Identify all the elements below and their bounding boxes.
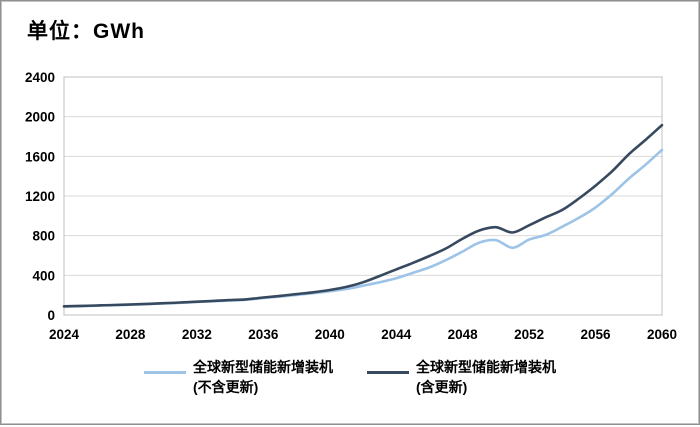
- x-tick-label: 2048: [448, 327, 479, 342]
- chart-legend: 全球新型储能新增装机 (不含更新) 全球新型储能新增装机 (含更新): [2, 357, 698, 397]
- y-tick-label: 400: [32, 268, 55, 283]
- plot-border: [63, 76, 663, 316]
- y-tick-label: 0: [47, 308, 55, 323]
- y-tick-label: 2000: [25, 110, 55, 125]
- y-tick-label: 1200: [25, 189, 55, 204]
- unit-title: 单位：GWh: [27, 20, 145, 43]
- x-tick-label: 2060: [647, 327, 677, 342]
- x-tick-label: 2036: [248, 327, 279, 342]
- legend-label-line2: (含更新): [416, 379, 468, 395]
- legend-label-line2: (不含更新): [193, 379, 259, 395]
- y-tick-label: 800: [32, 229, 55, 244]
- legend-item-no-replacement: 全球新型储能新增装机 (不含更新): [144, 357, 333, 397]
- x-tick-label: 2040: [315, 327, 345, 342]
- y-tick-label: 2400: [25, 70, 55, 85]
- x-tick-label: 2028: [115, 327, 146, 342]
- legend-line-swatch-no-replacement: [144, 371, 186, 374]
- x-tick-label: 2044: [381, 327, 412, 342]
- x-tick-label: 2052: [514, 327, 544, 342]
- legend-item-with-replacement: 全球新型储能新增装机 (含更新): [367, 357, 556, 397]
- y-tick-label: 1600: [25, 149, 55, 164]
- legend-label-line1: 全球新型储能新增装机: [193, 359, 333, 375]
- x-tick-label: 2024: [49, 327, 80, 342]
- x-tick-label: 2056: [581, 327, 612, 342]
- x-tick-label: 2032: [182, 327, 212, 342]
- legend-line-swatch-with-replacement: [367, 371, 409, 374]
- legend-label-line1: 全球新型储能新增装机: [416, 359, 556, 375]
- series-line-with-replacement: [62, 123, 664, 308]
